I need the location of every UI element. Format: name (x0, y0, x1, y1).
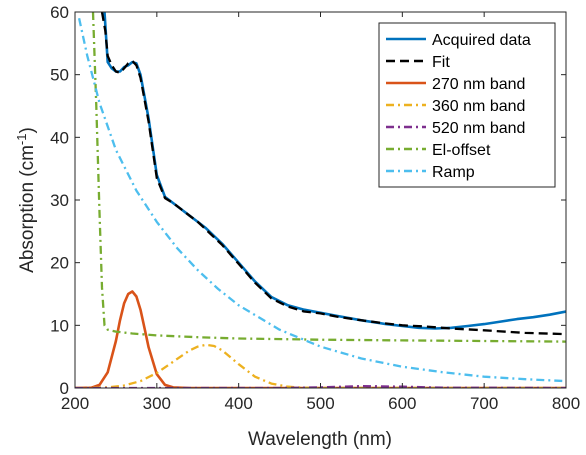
y-tick-label: 10 (50, 316, 69, 335)
legend-label-3: 360 nm band (432, 98, 525, 115)
x-tick-label: 300 (143, 394, 171, 413)
y-axis-label-main: Absorption (cm (17, 145, 38, 273)
y-axis-label-tail: ) (17, 127, 38, 133)
y-tick-label: 50 (50, 66, 69, 85)
x-tick-label: 200 (61, 394, 89, 413)
x-tick-label: 600 (388, 394, 416, 413)
x-axis-label: Wavelength (nm) (248, 429, 392, 450)
series-line-5 (91, 12, 566, 343)
y-axis-label: Absorption (cm-1) (14, 127, 38, 273)
x-tick-label: 400 (224, 394, 252, 413)
x-tick-label: 800 (552, 394, 580, 413)
x-tick-label: 700 (470, 394, 498, 413)
legend-label-0: Acquired data (432, 32, 531, 49)
y-tick-label: 20 (50, 254, 69, 273)
series-layer (75, 12, 566, 388)
ticks-layer: 200 300 400 500 600 700 800 0 10 20 30 40 50 60 (50, 3, 580, 413)
y-axis-label-sup: -1 (14, 133, 29, 145)
y-tick-label: 30 (50, 191, 69, 210)
y-tick-label: 60 (50, 3, 69, 22)
legend-label-2: 270 nm band (432, 76, 525, 93)
legend: Acquired data Fit 270 nm band 360 nm band 52… (378, 22, 556, 188)
legend-label-1: Fit (432, 54, 450, 71)
y-tick-label: 40 (50, 128, 69, 147)
series-line-3 (75, 343, 566, 388)
series-line-2 (75, 290, 566, 388)
y-tick-label: 0 (60, 379, 69, 398)
series-line-1 (100, 12, 566, 336)
series-line-6 (77, 18, 566, 383)
x-tick-label: 500 (306, 394, 334, 413)
legend-label-6: Ramp (432, 164, 475, 181)
legend-label-5: El-offset (432, 142, 491, 159)
legend-label-4: 520 nm band (432, 120, 525, 137)
